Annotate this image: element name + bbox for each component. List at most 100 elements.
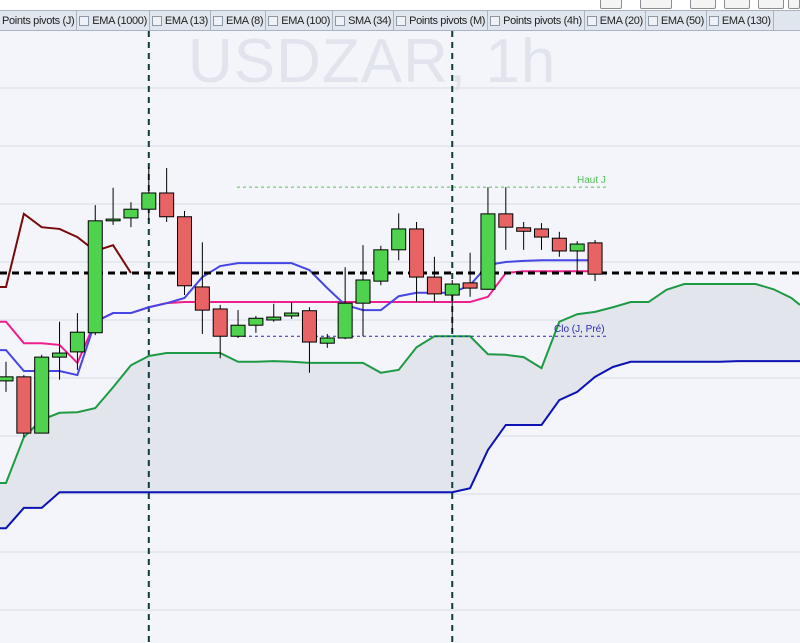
indicator-line-cloud-b bbox=[0, 360, 800, 530]
candle bbox=[16, 375, 32, 438]
bullish-candle-body bbox=[373, 249, 389, 282]
toolbar-button[interactable] bbox=[724, 0, 750, 9]
candle bbox=[426, 256, 442, 303]
indicator-tab-label: EMA (1000) bbox=[92, 14, 147, 27]
bearish-candle-body bbox=[301, 310, 317, 343]
checkbox[interactable] bbox=[151, 15, 162, 26]
indicator-line-cloud-a bbox=[0, 283, 800, 484]
pivot-level-label: Clo (J, Pré) bbox=[554, 324, 605, 335]
candle bbox=[444, 279, 460, 333]
indicator-tab[interactable]: Points pivots (4h) bbox=[488, 11, 585, 30]
indicator-tabs: Points pivots (J) EMA (1000) EMA (13) EMA (… bbox=[0, 10, 800, 31]
indicator-tab-label: EMA (100) bbox=[281, 14, 331, 27]
candle bbox=[159, 168, 175, 222]
checkbox[interactable] bbox=[79, 15, 90, 26]
toolbar-button[interactable] bbox=[690, 0, 716, 9]
bullish-candle-body bbox=[105, 218, 121, 222]
candle bbox=[212, 304, 228, 359]
bullish-candle-body bbox=[355, 279, 371, 304]
indicator-tab[interactable]: EMA (20) bbox=[585, 11, 646, 30]
candle bbox=[355, 245, 371, 337]
checkbox[interactable] bbox=[647, 15, 658, 26]
candle bbox=[516, 221, 532, 250]
toolbar-button[interactable] bbox=[600, 0, 622, 9]
checkbox[interactable] bbox=[586, 15, 597, 26]
bullish-candle-body bbox=[141, 192, 157, 210]
indicator-tab[interactable]: Points pivots (J) bbox=[0, 11, 78, 30]
indicator-tab[interactable]: EMA (100) bbox=[266, 11, 334, 30]
candle bbox=[551, 231, 567, 257]
indicator-tab-label: EMA (13) bbox=[164, 14, 208, 27]
indicator-tab-label: EMA (50) bbox=[660, 14, 704, 27]
bullish-candle-body bbox=[34, 356, 50, 434]
bullish-candle-body bbox=[284, 312, 300, 317]
indicator-tab-label: Points pivots (J) bbox=[2, 14, 75, 27]
candle bbox=[123, 202, 139, 228]
bullish-candle-body bbox=[52, 352, 68, 358]
indicator-tab[interactable]: EMA (8) bbox=[211, 11, 267, 30]
checkbox[interactable] bbox=[490, 15, 501, 26]
indicator-tab-label: Points pivots (4h) bbox=[503, 14, 582, 27]
candle bbox=[319, 333, 335, 348]
indicator-tab[interactable]: EMA (50) bbox=[646, 11, 707, 30]
bullish-candle-body bbox=[569, 243, 585, 252]
checkbox[interactable] bbox=[396, 15, 407, 26]
toolbar bbox=[0, 0, 800, 10]
bearish-candle-body bbox=[516, 227, 532, 232]
checkbox[interactable] bbox=[708, 15, 719, 26]
bullish-candle-body bbox=[480, 213, 496, 290]
checkbox[interactable] bbox=[268, 15, 279, 26]
indicator-tab[interactable]: EMA (1000) bbox=[77, 11, 150, 30]
candle bbox=[0, 361, 14, 392]
indicator-tab[interactable]: SMA (34) bbox=[333, 11, 395, 30]
candle bbox=[87, 205, 103, 336]
bearish-candle-body bbox=[212, 308, 228, 337]
indicator-tab-label: EMA (20) bbox=[599, 14, 643, 27]
candle bbox=[301, 307, 317, 373]
candle bbox=[587, 239, 603, 282]
pivot-level-label: Haut J bbox=[577, 175, 606, 186]
indicator-tab-label: EMA (8) bbox=[225, 14, 264, 27]
bearish-candle-body bbox=[498, 213, 514, 228]
bearish-candle-body bbox=[409, 228, 425, 278]
checkbox[interactable] bbox=[212, 15, 223, 26]
bullish-candle-body bbox=[0, 376, 14, 382]
chart-watermark: USDZAR, 1h bbox=[188, 27, 557, 96]
candle bbox=[284, 302, 300, 319]
indicator-tab-label: SMA (34) bbox=[348, 14, 392, 27]
bearish-candle-body bbox=[426, 276, 442, 295]
toolbar-button[interactable] bbox=[758, 0, 784, 9]
bearish-candle-body bbox=[551, 237, 567, 252]
candle bbox=[480, 187, 496, 290]
bearish-candle-body bbox=[587, 242, 603, 275]
indicator-tab-label: Points pivots (M) bbox=[409, 14, 486, 27]
candle bbox=[69, 313, 85, 370]
bullish-candle-body bbox=[248, 317, 264, 326]
candle bbox=[391, 213, 407, 261]
candle bbox=[141, 166, 157, 221]
toolbar-button[interactable] bbox=[640, 0, 672, 9]
candle bbox=[177, 210, 192, 296]
candle bbox=[34, 354, 50, 434]
candle bbox=[534, 223, 549, 250]
candle bbox=[248, 315, 264, 333]
bearish-candle-body bbox=[534, 228, 549, 238]
indicator-tab[interactable]: Points pivots (M) bbox=[394, 11, 489, 30]
ichimoku-cloud bbox=[0, 284, 800, 529]
indicator-line-maroon-line bbox=[0, 212, 132, 288]
candle bbox=[498, 187, 514, 250]
candle bbox=[569, 241, 585, 275]
bullish-candle-body bbox=[319, 337, 335, 344]
checkbox[interactable] bbox=[335, 15, 346, 26]
bullish-candle-body bbox=[87, 220, 103, 334]
indicator-tab[interactable]: EMA (130) bbox=[707, 11, 774, 30]
candle bbox=[462, 252, 478, 297]
bullish-candle-body bbox=[391, 228, 407, 251]
bullish-candle-body bbox=[123, 208, 139, 219]
indicator-tab[interactable]: EMA (13) bbox=[150, 11, 211, 30]
candle bbox=[373, 245, 389, 286]
bullish-candle-body bbox=[337, 302, 353, 339]
indicator-tab-label: EMA (130) bbox=[721, 14, 771, 27]
candle bbox=[337, 267, 353, 340]
